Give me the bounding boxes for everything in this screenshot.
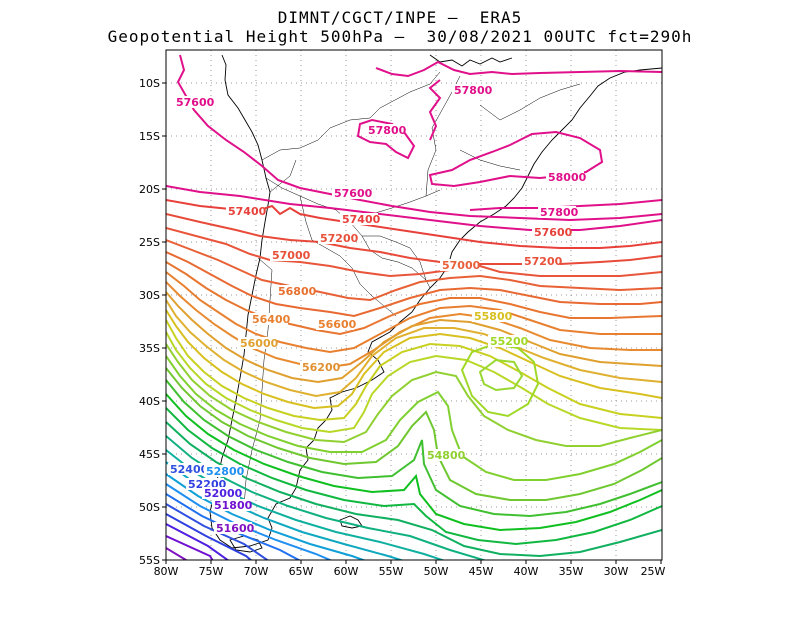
contour-label: 56400 xyxy=(250,313,291,326)
svg-text:56800: 56800 xyxy=(278,285,317,298)
contour-57800-south xyxy=(428,79,442,141)
svg-text:51800: 51800 xyxy=(214,499,253,512)
contour-label: 51600 xyxy=(214,522,255,535)
lon-label: 35W xyxy=(559,565,584,578)
svg-text:56000: 56000 xyxy=(240,337,279,350)
map-background xyxy=(166,50,662,560)
svg-text:57200: 57200 xyxy=(524,255,563,268)
lon-label: 80W xyxy=(154,565,179,578)
map-title-line1: DIMNT/CGCT/INPE — ERA5 xyxy=(277,8,523,27)
map-frame xyxy=(165,49,663,561)
longitude-labels: 80W 75W 70W 65W 60W 55W 50W 45W 40W 35W … xyxy=(154,565,666,578)
contour-label: 55800 xyxy=(472,310,513,323)
lat-label: 35S xyxy=(139,342,160,355)
svg-text:54800: 54800 xyxy=(427,449,466,462)
lon-label: 75W xyxy=(199,565,224,578)
contour-label: 52000 xyxy=(202,487,243,500)
contour-label: 56800 xyxy=(276,285,317,298)
svg-text:57600: 57600 xyxy=(534,226,573,239)
lon-label: 55W xyxy=(379,565,404,578)
svg-text:51600: 51600 xyxy=(216,522,255,535)
contour-57800-north xyxy=(375,60,662,78)
lat-label: 50S xyxy=(139,501,160,514)
contour-57600-lower xyxy=(166,185,662,231)
contour-label: 57800 xyxy=(452,84,493,97)
contour-label: 57000 xyxy=(270,249,311,262)
svg-text:52000: 52000 xyxy=(204,487,243,500)
contour-label: 57800 xyxy=(538,206,579,219)
lat-label: 45S xyxy=(139,448,160,461)
lat-label: 20S xyxy=(139,183,160,196)
contour-label: 57600 xyxy=(532,226,573,239)
svg-text:57600: 57600 xyxy=(176,96,215,109)
svg-text:58000: 58000 xyxy=(548,171,587,184)
contour-label: 58000 xyxy=(546,171,587,184)
svg-text:57800: 57800 xyxy=(368,124,407,137)
contour-label: 51800 xyxy=(212,499,253,512)
contour-label: 56600 xyxy=(316,318,357,331)
svg-text:57000: 57000 xyxy=(272,249,311,262)
lat-label: 25S xyxy=(139,236,160,249)
svg-text:52800: 52800 xyxy=(206,465,245,478)
contour-label: 57600 xyxy=(332,187,373,200)
contour-label: 55200 xyxy=(488,335,529,348)
contour-label: 57800 xyxy=(366,124,407,137)
lon-label: 45W xyxy=(469,565,494,578)
lon-label: 50W xyxy=(424,565,449,578)
svg-text:55800: 55800 xyxy=(474,310,513,323)
contour-label: 57000 xyxy=(440,259,481,272)
tick-marks xyxy=(162,82,662,564)
contour-label: 56200 xyxy=(300,361,341,374)
svg-text:57800: 57800 xyxy=(454,84,493,97)
lon-label: 65W xyxy=(289,565,314,578)
svg-text:57000: 57000 xyxy=(442,259,481,272)
country-borders xyxy=(243,71,581,509)
svg-text:52400: 52400 xyxy=(170,463,209,476)
lat-label: 15S xyxy=(139,130,160,143)
contour-label: 57200 xyxy=(318,232,359,245)
lon-label: 40W xyxy=(514,565,539,578)
map-title-line2: Geopotential Height 500hPa — 30/08/2021 … xyxy=(107,27,693,46)
contour-label: 56000 xyxy=(238,337,279,350)
lat-label: 30S xyxy=(139,289,160,302)
svg-text:56600: 56600 xyxy=(318,318,357,331)
svg-text:57400: 57400 xyxy=(228,205,267,218)
lon-label: 60W xyxy=(334,565,359,578)
contour-label: 52800 xyxy=(204,465,245,478)
svg-text:57800: 57800 xyxy=(540,206,579,219)
svg-text:56200: 56200 xyxy=(302,361,341,374)
contour-label: 54800 xyxy=(425,449,466,462)
svg-text:57600: 57600 xyxy=(334,187,373,200)
lat-label: 55S xyxy=(139,554,160,567)
lon-label: 70W xyxy=(244,565,269,578)
contour-label: 52400 xyxy=(168,463,209,476)
latitude-labels: 10S 15S 20S 25S 30S 35S 40S 45S 50S 55S xyxy=(139,77,160,567)
contour-label: 57600 xyxy=(174,96,215,109)
contour-labels: 57600 57800 57800 58000 57600 57800 5740… xyxy=(168,84,587,535)
contour-label: 57400 xyxy=(226,205,267,218)
lat-label: 40S xyxy=(139,395,160,408)
svg-text:56400: 56400 xyxy=(252,313,291,326)
contour-57800-closed xyxy=(356,118,416,160)
svg-text:57200: 57200 xyxy=(320,232,359,245)
svg-text:55200: 55200 xyxy=(490,335,529,348)
lon-label: 25W xyxy=(641,565,666,578)
contour-label: 57200 xyxy=(522,255,563,268)
svg-text:57400: 57400 xyxy=(342,213,381,226)
lat-label: 10S xyxy=(139,77,160,90)
lon-label: 30W xyxy=(604,565,629,578)
contour-label: 57400 xyxy=(340,213,381,226)
contour-58000-closed xyxy=(428,130,604,188)
